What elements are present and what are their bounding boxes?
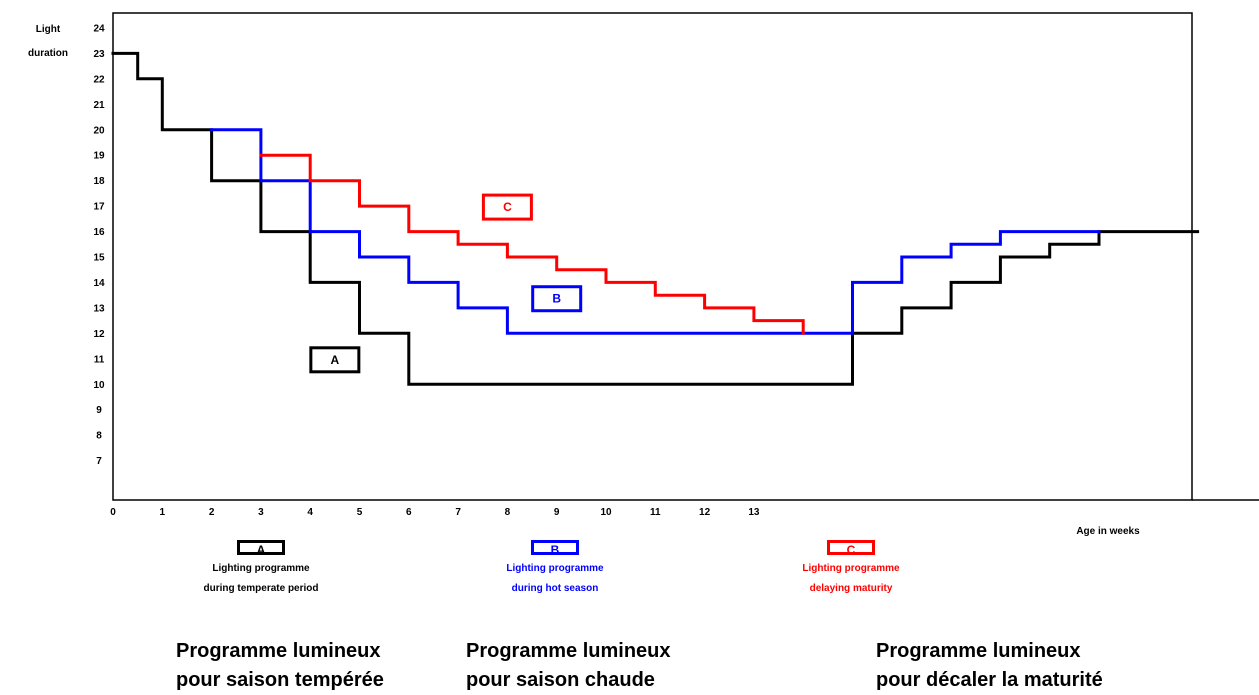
legend-b-line1: Lighting programme — [506, 563, 604, 574]
x-tick-label: 6 — [406, 507, 412, 518]
french-title-a-line2: pour saison tempérée — [176, 669, 384, 691]
french-title-c: Programme lumineux pour décaler la matur… — [876, 637, 1103, 695]
y-tick-label: 21 — [93, 100, 105, 111]
series-line-b — [210, 128, 1101, 335]
x-tick-label: 7 — [455, 507, 461, 518]
y-tick-label: 13 — [93, 303, 105, 314]
french-title-b-line2: pour saison chaude — [466, 669, 655, 691]
x-tick-label: 4 — [307, 507, 313, 518]
y-axis-label: Light duration — [18, 18, 78, 66]
x-tick-label: 11 — [650, 507, 661, 518]
legend-a: A Lighting programme during temperate pe… — [171, 540, 351, 599]
legend-c-line1: Lighting programme — [802, 563, 900, 574]
y-axis-label-line2: duration — [28, 48, 68, 59]
french-title-c-line2: pour décaler la maturité — [876, 669, 1103, 691]
x-tick-label: 8 — [505, 507, 511, 518]
y-tick-label: 19 — [93, 151, 105, 162]
legend-a-line2: during temperate period — [203, 583, 319, 594]
legend-key-b: B — [531, 540, 579, 557]
x-tick-label: 13 — [748, 507, 760, 518]
y-tick-label: 24 — [93, 23, 105, 34]
x-tick-label: 0 — [110, 507, 116, 518]
annotation-box-c — [481, 193, 533, 221]
y-tick-label: 7 — [96, 456, 102, 467]
axes — [112, 12, 1259, 501]
series-lines — [111, 51, 1200, 386]
x-tick-label: 1 — [160, 507, 166, 518]
x-tick-label: 12 — [699, 507, 711, 518]
legend-key-a: A — [237, 540, 285, 557]
series-annotations: A B C — [309, 193, 583, 374]
x-tick-label: 9 — [554, 507, 560, 518]
french-title-b-line1: Programme lumineux — [466, 640, 671, 662]
legend-b-line2: during hot season — [511, 583, 599, 594]
y-axis-label-line1: Light — [35, 24, 61, 35]
y-tick-label: 22 — [93, 74, 105, 85]
y-tick-labels: 7 8 9 10 11 12 13 14 15 16 17 18 19 20 21 22 23 24 — [93, 23, 105, 467]
y-tick-label: 18 — [93, 176, 105, 187]
annotation-box-b — [531, 285, 583, 313]
y-tick-label: 17 — [93, 202, 105, 213]
x-tick-label: 5 — [357, 507, 363, 518]
x-tick-label: 2 — [209, 507, 215, 518]
french-title-c-line1: Programme lumineux — [876, 640, 1081, 662]
y-tick-label: 16 — [93, 227, 105, 238]
x-axis-label: Age in weeks — [1076, 526, 1140, 537]
y-tick-label: 9 — [96, 405, 102, 416]
y-tick-label: 20 — [93, 125, 105, 136]
legend-key-c: C — [827, 540, 875, 557]
legend-b: B Lighting programme during hot season — [465, 540, 645, 599]
plot-frame — [112, 12, 1193, 501]
french-title-b: Programme lumineux pour saison chaude — [466, 637, 671, 695]
x-tick-labels: 0 1 2 3 4 5 6 7 8 9 10 11 12 13 — [110, 507, 760, 518]
x-tick-label: 3 — [258, 507, 264, 518]
y-tick-label: 8 — [96, 431, 102, 442]
x-tick-label: 10 — [600, 507, 612, 518]
y-tick-label: 14 — [93, 278, 105, 289]
annotation-box-a — [309, 346, 361, 374]
series-line-a — [111, 51, 1200, 386]
annotation-label-a: A — [331, 353, 340, 367]
french-title-a-line1: Programme lumineux — [176, 640, 381, 662]
series-line-c — [259, 153, 805, 335]
y-tick-label: 11 — [94, 354, 105, 365]
y-tick-label: 10 — [93, 380, 105, 391]
y-tick-label: 12 — [93, 329, 105, 340]
french-title-a: Programme lumineux pour saison tempérée — [176, 637, 384, 695]
legend-c: C Lighting programme delaying maturity — [761, 540, 941, 599]
legend-c-line2: delaying maturity — [809, 583, 893, 594]
legend-a-line1: Lighting programme — [212, 563, 310, 574]
y-tick-label: 23 — [93, 49, 105, 60]
y-tick-label: 15 — [93, 253, 105, 264]
annotation-label-c: C — [503, 200, 512, 214]
annotation-label-b: B — [552, 292, 561, 306]
